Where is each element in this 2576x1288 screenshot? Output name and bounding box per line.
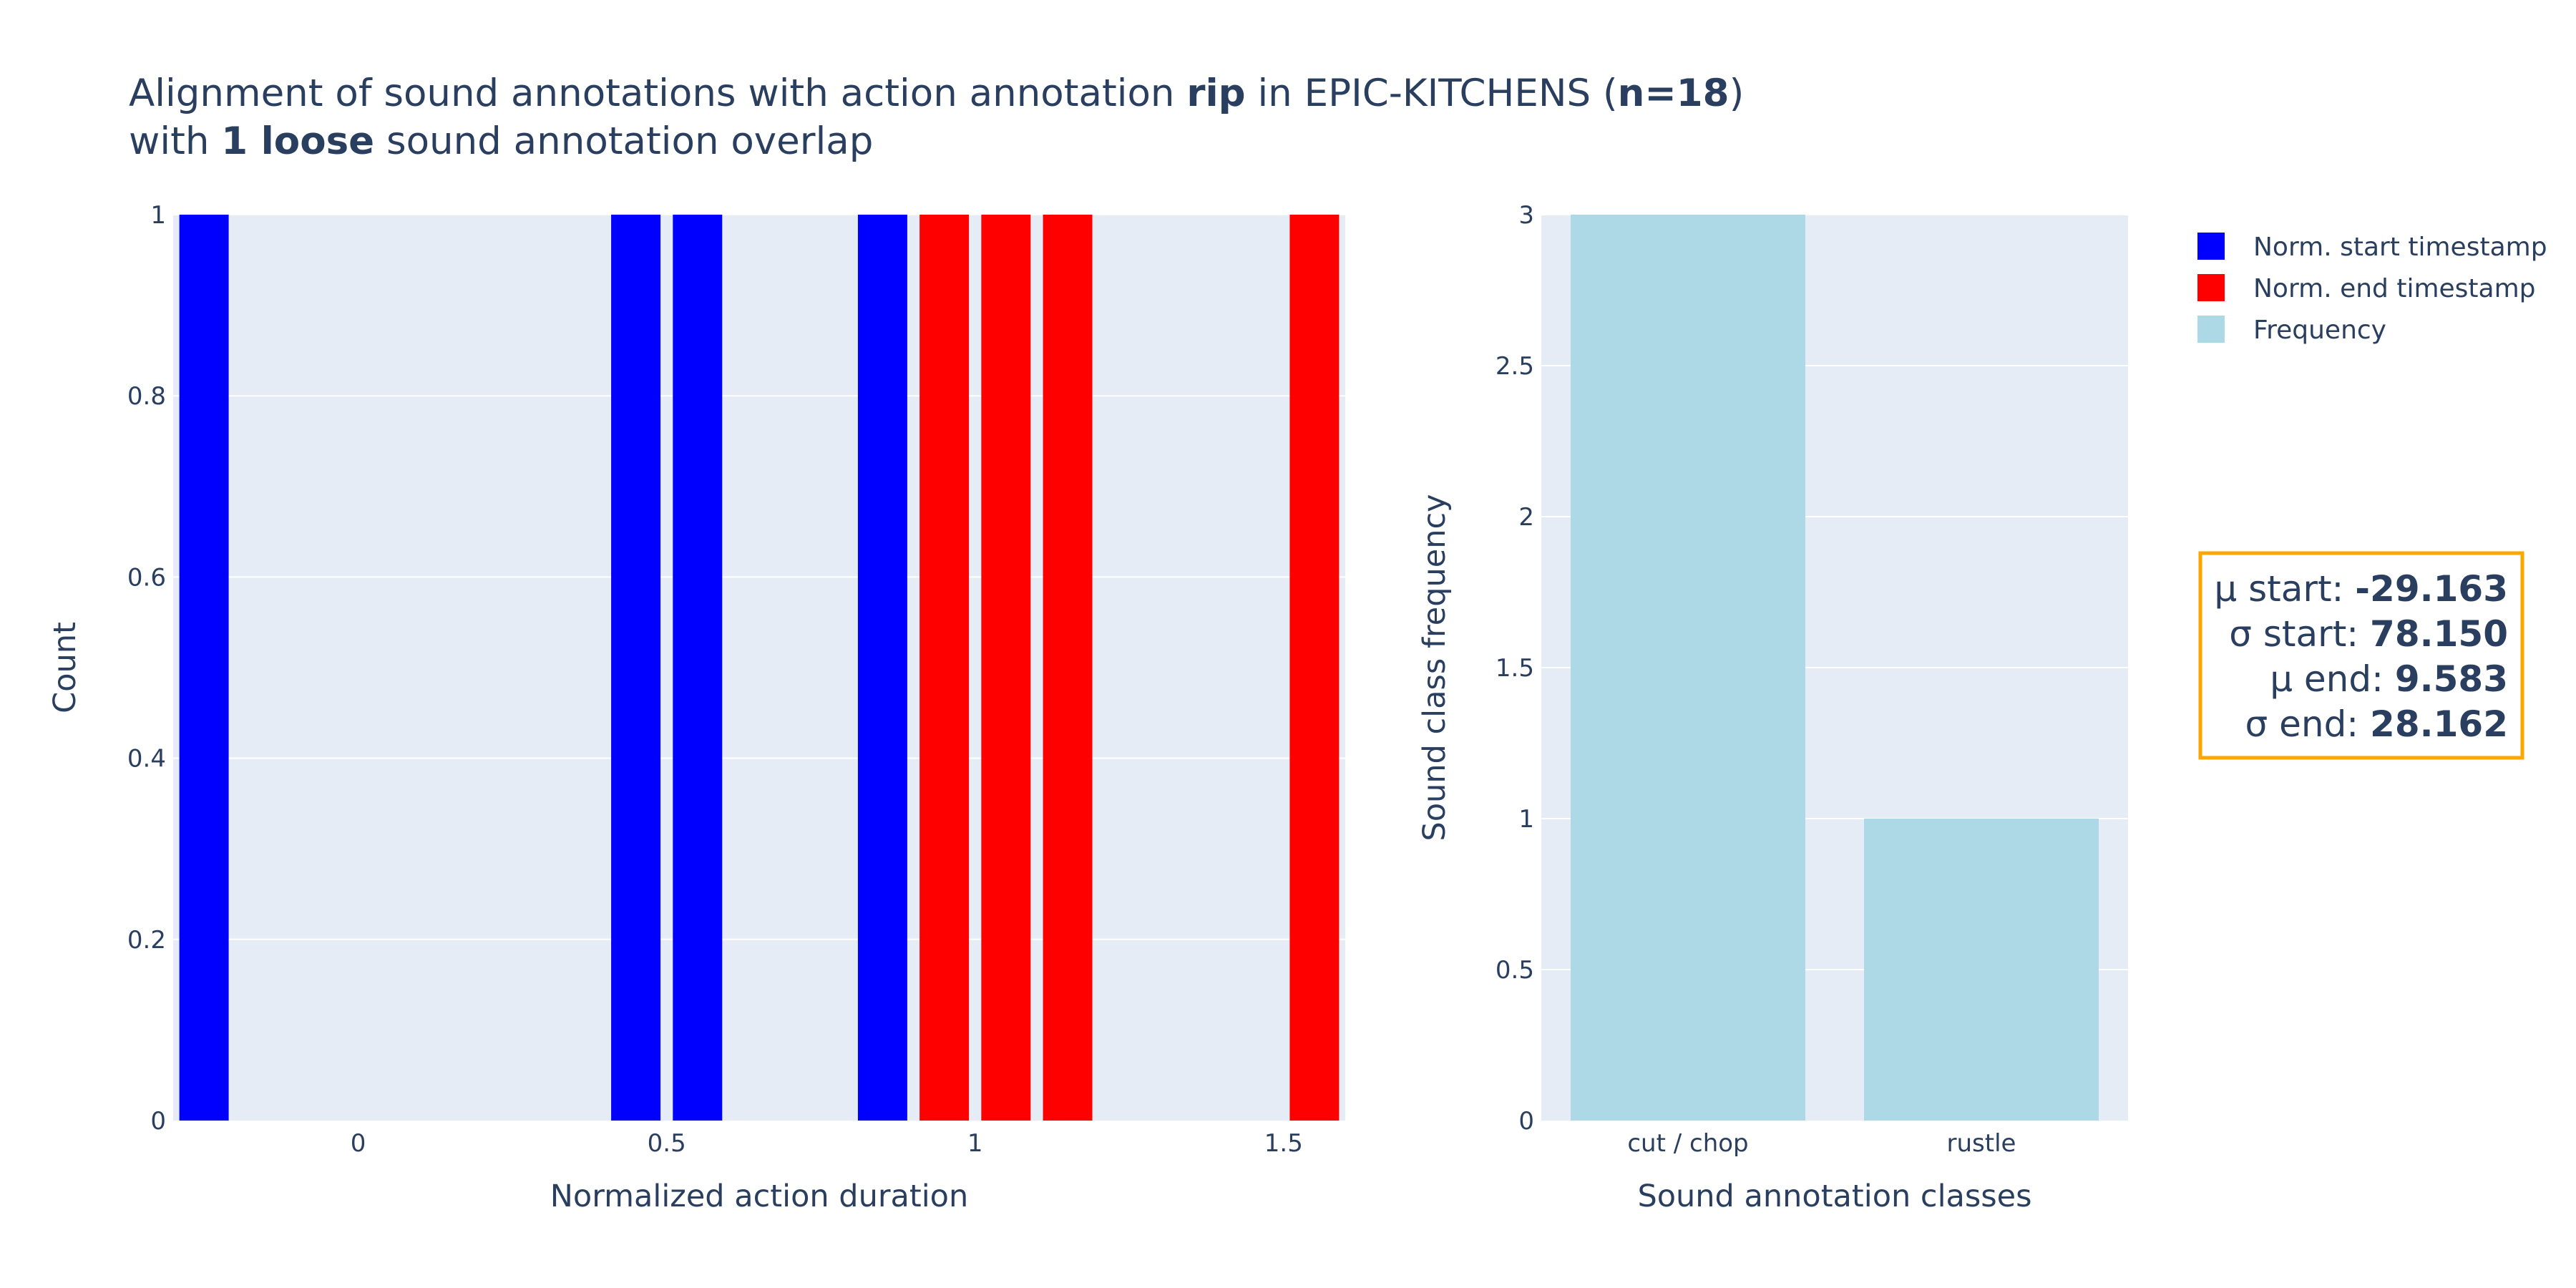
frequency-panel: 0 0.5 1 1.5 2 2.5 3 cut / chop rustle Sound ann… (1417, 201, 2128, 1214)
histogram-bar (179, 215, 229, 1121)
histogram-y-tick-label: 0.2 (127, 926, 166, 955)
histogram-bar (919, 215, 970, 1121)
stats-mu-end: μ end: 9.583 (2270, 658, 2508, 700)
histogram-bar (611, 215, 661, 1121)
legend-swatch (2197, 274, 2225, 301)
frequency-x-tick-label: cut / chop (1627, 1129, 1748, 1158)
histogram-y-tick-label: 0 (150, 1107, 166, 1136)
frequency-y-tick-label: 2 (1518, 503, 1534, 532)
histogram-x-tick-label: 1.5 (1264, 1129, 1303, 1158)
chart-title-line2: with 1 loose sound annotation overlap (129, 119, 873, 163)
histogram-bar (981, 215, 1031, 1121)
histogram-y-axis-title: Count (47, 622, 83, 713)
frequency-y-tick-label: 3 (1518, 201, 1534, 230)
histogram-x-tick-label: 1 (967, 1129, 983, 1158)
legend-label: Frequency (2253, 316, 2386, 345)
histogram-x-tick-label: 0.5 (648, 1129, 686, 1158)
frequency-x-tick-label: rustle (1947, 1129, 2016, 1158)
histogram-y-ticks: 0 0.2 0.4 0.6 0.8 1 (127, 201, 166, 1136)
histogram-y-tick-label: 0.8 (127, 382, 166, 411)
stats-mu-start: μ start: -29.163 (2214, 568, 2508, 610)
histogram-x-axis-title: Normalized action duration (550, 1179, 969, 1214)
stats-box-border (2198, 551, 2524, 760)
histogram-y-tick-label: 1 (150, 201, 166, 230)
frequency-y-tick-label: 0 (1518, 1107, 1534, 1136)
frequency-y-tick-label: 0.5 (1496, 956, 1534, 985)
stats-sigma-end: σ end: 28.162 (2245, 703, 2508, 745)
legend-swatch (2197, 233, 2225, 260)
histogram-y-tick-label: 0.4 (127, 745, 166, 774)
histogram-bar (1289, 215, 1340, 1121)
frequency-y-tick-label: 2.5 (1496, 352, 1534, 381)
histogram-gridlines (173, 214, 1345, 940)
histogram-x-tick-label: 0 (351, 1129, 366, 1158)
frequency-y-tick-label: 1 (1518, 805, 1534, 834)
histogram-x-ticks: 0 0.5 1 1.5 (351, 1129, 1303, 1158)
histogram-plot-area (173, 215, 1345, 1121)
histogram-bar (857, 215, 907, 1121)
histogram-y-tick-label: 0.6 (127, 563, 166, 592)
legend-label: Norm. start timestamp (2253, 233, 2547, 262)
frequency-x-axis-title: Sound annotation classes (1637, 1179, 2031, 1214)
legend-label: Norm. end timestamp (2253, 274, 2536, 303)
histogram-bar (1043, 215, 1093, 1121)
frequency-bar (1571, 215, 1805, 1121)
chart-title-line1: Alignment of sound annotations with acti… (129, 72, 1744, 115)
legend-swatch (2197, 316, 2225, 343)
frequency-y-tick-label: 1.5 (1496, 654, 1534, 683)
frequency-y-ticks: 0 0.5 1 1.5 2 2.5 3 (1496, 201, 1534, 1136)
legend: Norm. start timestamp Norm. end timestamp… (2197, 233, 2547, 345)
histogram-panel: 0 0.2 0.4 0.6 0.8 1 0 0.5 1 1.5 Normalized actio… (47, 201, 1345, 1214)
frequency-x-ticks: cut / chop rustle (1627, 1129, 2016, 1158)
frequency-bar (1864, 819, 2099, 1121)
histogram-bars (179, 215, 1340, 1121)
stats-box: μ start: -29.163 σ start: 78.150 μ end: … (2198, 551, 2524, 760)
histogram-bar (673, 215, 723, 1121)
frequency-y-axis-title: Sound class frequency (1417, 494, 1453, 841)
stats-sigma-start: σ start: 78.150 (2229, 613, 2508, 655)
frequency-bars (1571, 215, 2099, 1121)
